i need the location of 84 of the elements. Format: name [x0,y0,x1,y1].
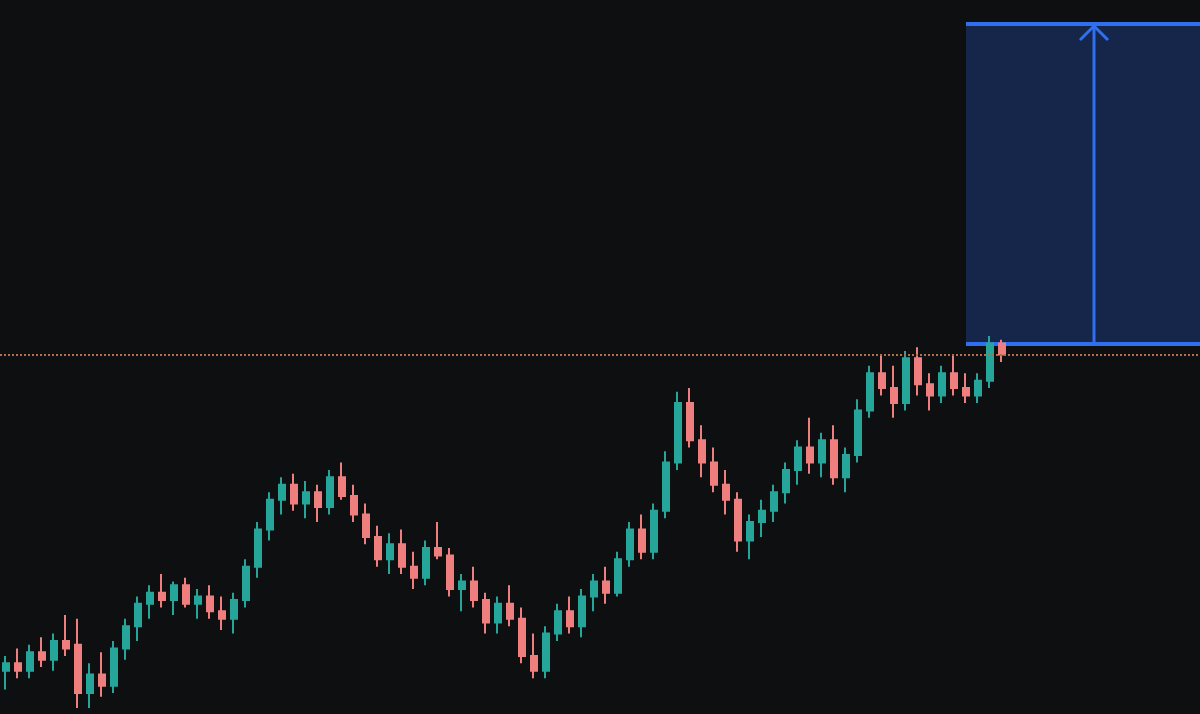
candlestick [50,632,58,672]
candlestick [986,335,994,390]
candlestick [674,390,682,471]
candlestick [794,439,802,486]
candlestick [914,346,922,397]
candlestick [506,584,514,628]
candlestick [998,338,1006,364]
candlestick [26,643,34,680]
candlestick [338,461,346,501]
candlestick [86,662,94,709]
candlestick [842,446,850,494]
candlestick [566,595,574,635]
candlestick [614,550,622,598]
candlestick [182,576,190,609]
candlestick [266,491,274,542]
candlestick [698,424,706,479]
candlestick [350,483,358,523]
candlestick [254,521,262,579]
candlestick [14,647,22,680]
candlestick [878,353,886,397]
candlestick [554,602,562,643]
candlestick [290,472,298,512]
candlestick [866,364,874,419]
candlestick [110,640,118,695]
candlestick [890,364,898,419]
candlestick [662,450,670,520]
candlestick [218,595,226,631]
candlestick [734,491,742,553]
candlestick [446,547,454,598]
candlestick [494,595,502,635]
candlestick [362,502,370,546]
candlestick [758,498,766,538]
candlestick [950,353,958,397]
candlestick [170,580,178,616]
candlestick [62,614,70,657]
candlestick [650,502,658,561]
candlestick [2,654,10,691]
candlestick [134,595,142,643]
candlestick [854,398,862,464]
candlestick [470,565,478,609]
candlestick [122,617,130,661]
candlestick [194,587,202,620]
candlestick [374,524,382,568]
candlestick [710,446,718,494]
candlestick [482,591,490,635]
candlestick [902,349,910,412]
candlestick [230,591,238,635]
candlestick [458,573,466,613]
candlestick [746,513,754,561]
candlestick [518,606,526,665]
candlestick [626,521,634,568]
candlestick [302,480,310,520]
candlestick [974,372,982,404]
candlestick [722,468,730,516]
candlestick [38,636,46,669]
candlestick [146,584,154,620]
candlestick [326,468,334,516]
candlestick [158,573,166,609]
candlestick [770,483,778,523]
candlestick [638,513,646,561]
candlestick [818,431,826,479]
candlestick [74,617,82,709]
candlestick [962,372,970,404]
candlestick [410,550,418,590]
candlestick [98,651,106,698]
candlestick [782,461,790,505]
candlestick [938,364,946,404]
candlestick [578,587,586,639]
candlestick [386,532,394,576]
candlestick [542,625,550,680]
candlestick [530,632,538,680]
candlestick [398,528,406,576]
candlestick [314,483,322,523]
candlestick [830,424,838,486]
candlestick [926,372,934,412]
candlestick [434,521,442,561]
candlestick [686,387,694,449]
candlestick [278,476,286,516]
candlestick [602,565,610,605]
candlestick [242,558,250,609]
candlestick [590,573,598,613]
candlestick [206,584,214,620]
candlestick [422,539,430,587]
candlestick [806,416,814,475]
